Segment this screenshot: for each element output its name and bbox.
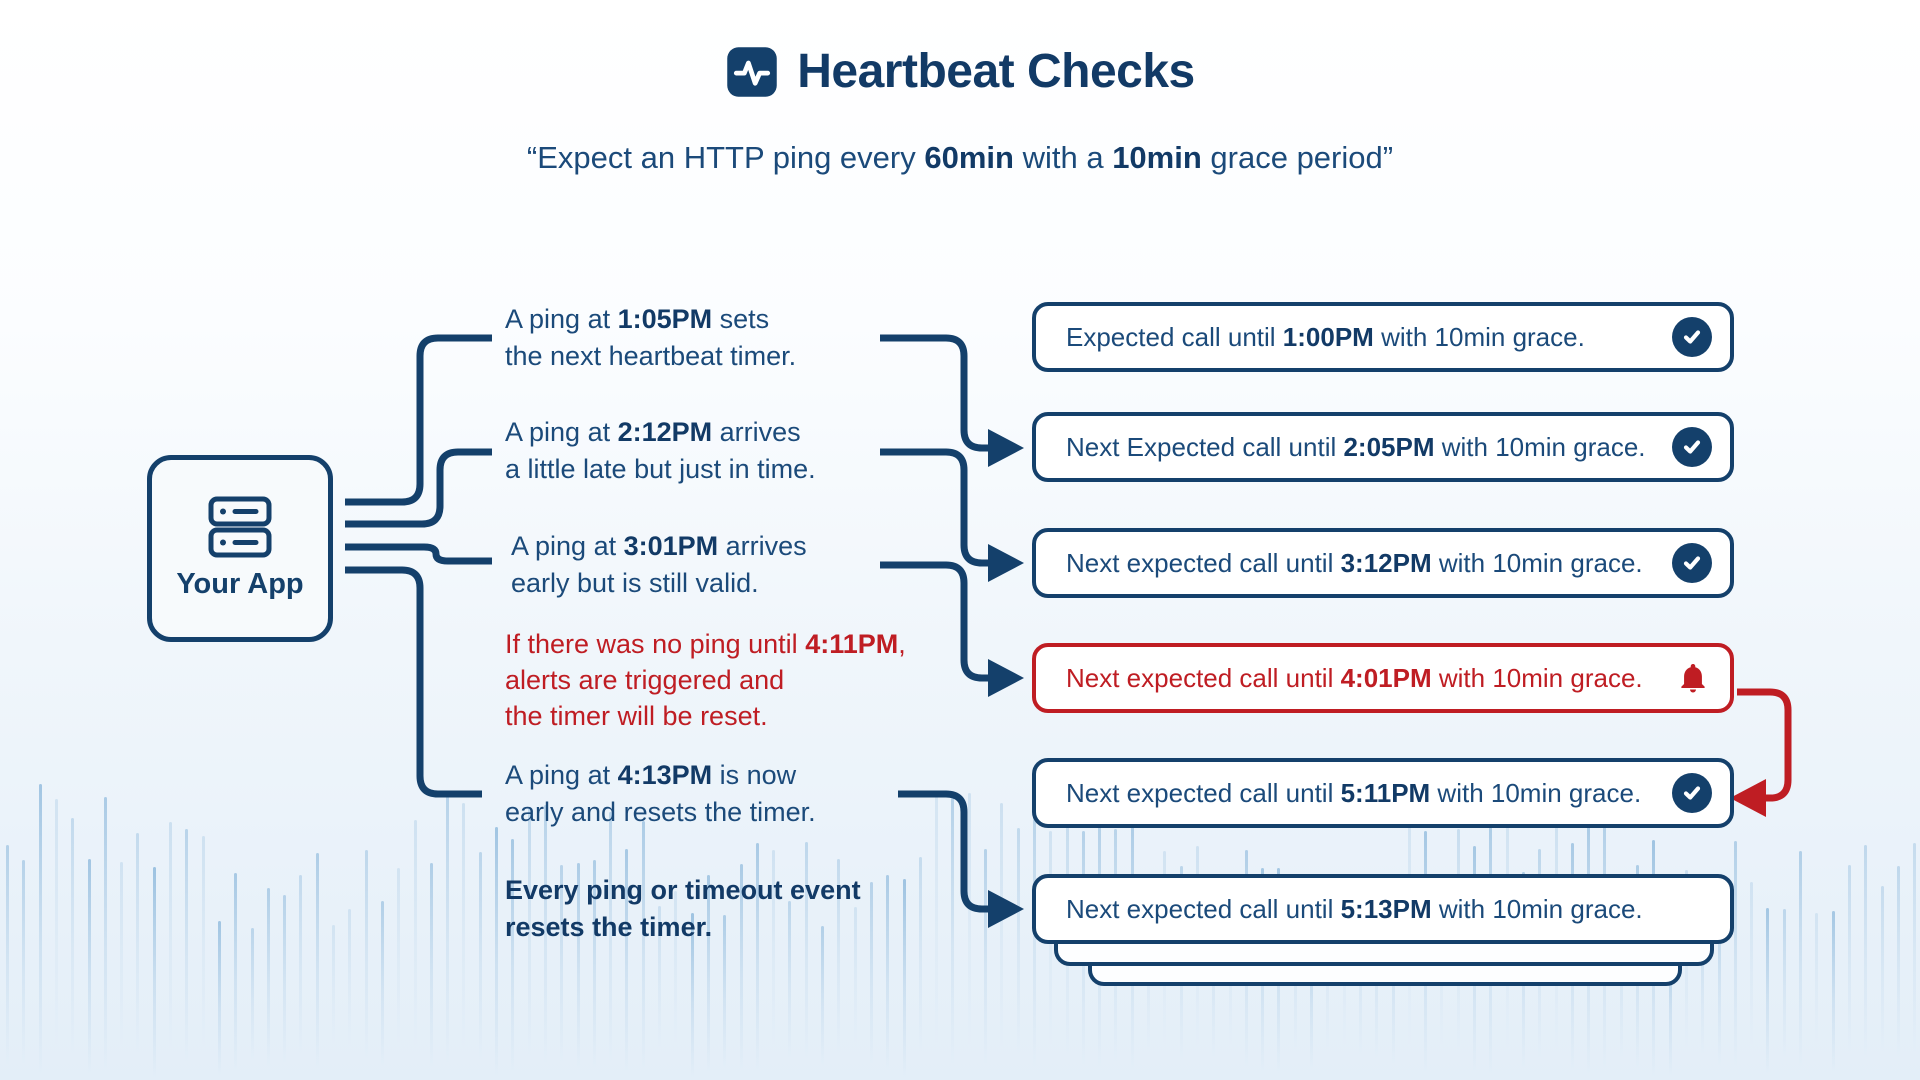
status-card-text: Next expected call until 4:01PM with 10m… <box>1066 662 1643 693</box>
check-circle-icon <box>1672 773 1712 813</box>
status-card-text: Expected call until 1:00PM with 10min gr… <box>1066 321 1585 352</box>
header: Heartbeat Checks <box>0 44 1920 99</box>
alert-reset-loop-line <box>1737 688 1792 802</box>
bell-icon <box>1674 659 1712 697</box>
your-app-label: Your App <box>176 568 304 600</box>
branch-line-3 <box>345 543 492 565</box>
event-note-alert: If there was no ping until 4:11PM, alerts… <box>505 629 906 731</box>
server-icon <box>208 496 272 558</box>
event-note-summary: Every ping or timeout event resets the ti… <box>505 875 861 942</box>
status-card-2: Next Expected call until 2:05PM with 10m… <box>1032 412 1734 482</box>
status-card-text: Next expected call until 5:13PM with 10m… <box>1066 893 1643 924</box>
page-title: Heartbeat Checks <box>797 45 1195 98</box>
status-card-text: Next Expected call until 2:05PM with 10m… <box>1066 431 1646 462</box>
heartbeat-pulse-icon <box>727 46 777 97</box>
event-note-3: A ping at 3:01PM arrives early but is sti… <box>511 531 807 598</box>
check-circle-icon <box>1672 317 1712 357</box>
event-note-2: A ping at 2:12PM arrives a little late bu… <box>505 417 816 484</box>
check-circle-icon <box>1672 543 1712 583</box>
status-card-text: Next expected call until 5:11PM with 10m… <box>1066 777 1642 808</box>
branch-line-2 <box>345 448 492 528</box>
status-card-text: Next expected call until 3:12PM with 10m… <box>1066 547 1643 578</box>
event-note-1: A ping at 1:05PM sets the next heartbeat … <box>505 304 797 371</box>
status-card-5: Next expected call until 5:11PM with 10m… <box>1032 758 1734 828</box>
status-card-3: Next expected call until 3:12PM with 10m… <box>1032 528 1734 598</box>
arrowhead-card-6 <box>988 890 1024 928</box>
event-note-5: A ping at 4:13PM is now early and resets … <box>505 760 816 827</box>
status-card-alert: Next expected call until 4:01PM with 10m… <box>1032 643 1734 713</box>
check-circle-icon <box>1672 427 1712 467</box>
your-app-box: Your App <box>147 455 333 642</box>
arrow-line-to-card-6 <box>898 790 990 913</box>
status-card-1: Expected call until 1:00PM with 10min gr… <box>1032 302 1734 372</box>
alert-reset-loop-arrowhead <box>1730 779 1766 817</box>
page-subtitle: “Expect an HTTP ping every 60min with a … <box>526 140 1394 175</box>
status-card-6: Next expected call until 5:13PM with 10m… <box>1032 874 1734 944</box>
branch-line-1 <box>345 334 492 506</box>
arrow-line-to-card-2 <box>880 334 990 452</box>
arrowhead-card-4 <box>988 659 1024 697</box>
branch-line-4 <box>345 566 482 798</box>
arrowhead-card-2 <box>988 429 1024 467</box>
arrow-line-to-card-4 <box>880 561 990 682</box>
arrowhead-card-3 <box>988 544 1024 582</box>
arrow-line-to-card-3 <box>880 448 990 567</box>
